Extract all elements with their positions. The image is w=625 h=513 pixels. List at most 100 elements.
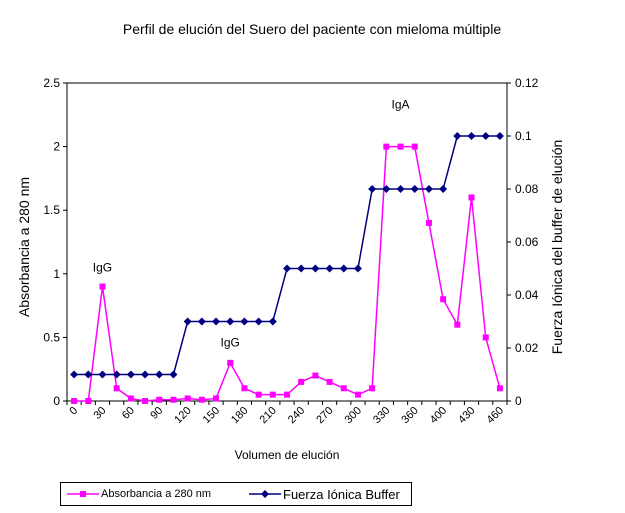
data-point xyxy=(311,264,320,273)
left-tick-label: 1 xyxy=(53,267,60,281)
data-point xyxy=(268,317,277,326)
x-tick-label: 180 xyxy=(229,405,250,426)
left-tick-label: 0 xyxy=(53,394,60,408)
data-point xyxy=(71,398,78,404)
data-point xyxy=(353,264,362,273)
data-point xyxy=(169,370,178,379)
data-point xyxy=(183,317,192,326)
x-tick-label: 0 xyxy=(67,405,80,418)
data-point xyxy=(382,185,391,193)
x-tick-label: 120 xyxy=(172,405,193,426)
series-line-0 xyxy=(74,145,501,402)
data-point xyxy=(226,317,235,326)
legend-swatch-absorbancia xyxy=(67,491,99,497)
right-tick-label: 0.06 xyxy=(515,235,539,249)
data-point xyxy=(198,396,205,403)
data-point xyxy=(439,185,448,193)
data-point xyxy=(98,370,107,379)
x-tick-label: 270 xyxy=(314,405,335,426)
left-tick-label: 2.5 xyxy=(43,76,60,90)
data-point xyxy=(254,317,263,326)
right-tick-label: 0.08 xyxy=(515,182,539,196)
left-tick-label: 0.5 xyxy=(43,330,60,344)
data-point xyxy=(85,398,92,404)
data-point xyxy=(454,321,461,328)
x-axis-ticks: 0 30 60 90 120 150 180 210 240 270 300 330 360 400 430… xyxy=(66,401,508,426)
data-point xyxy=(298,378,305,385)
annotation-label: IgG xyxy=(93,260,112,274)
series-layer xyxy=(70,132,504,404)
data-point xyxy=(269,391,276,398)
right-tick-label: 0 xyxy=(515,394,522,408)
right-tick-label: 0.02 xyxy=(515,341,539,355)
data-point xyxy=(141,370,150,379)
x-tick-label: 430 xyxy=(456,405,477,426)
legend-item-absorbancia: Absorbancia a 280 nm xyxy=(65,486,211,502)
right-axis-label: Fuerza Iónica del buffer de elución xyxy=(549,140,565,355)
x-tick-label: 330 xyxy=(371,405,392,426)
data-point xyxy=(424,185,433,193)
data-point xyxy=(468,194,475,201)
data-point xyxy=(440,296,447,303)
data-point xyxy=(354,391,361,398)
data-point xyxy=(326,378,333,385)
left-tick-label: 1.5 xyxy=(43,203,60,217)
data-point xyxy=(369,385,376,392)
data-point xyxy=(411,143,418,150)
data-point xyxy=(84,370,93,379)
x-tick-label: 360 xyxy=(399,405,420,426)
data-point xyxy=(297,264,306,273)
series-line-1 xyxy=(74,135,500,376)
data-point xyxy=(240,317,249,326)
data-point xyxy=(368,185,377,193)
data-point xyxy=(425,219,432,226)
legend-label-absorbancia: Absorbancia a 280 nm xyxy=(101,488,212,500)
data-point xyxy=(283,264,291,273)
annotation-label: IgG xyxy=(221,335,240,349)
data-point xyxy=(495,132,504,140)
legend-item-fuerza: Fuerza Iónica Buffer xyxy=(247,486,400,502)
data-point xyxy=(184,395,191,402)
data-point xyxy=(197,317,206,326)
right-tick-label: 0.1 xyxy=(515,129,532,143)
data-point xyxy=(410,185,419,193)
x-tick-label: 300 xyxy=(343,405,364,426)
data-point xyxy=(339,264,348,273)
annotation-layer: IgG IgG IgA xyxy=(93,97,410,349)
data-point xyxy=(255,391,262,398)
x-tick-label: 150 xyxy=(201,405,222,426)
plot-area xyxy=(66,82,508,402)
data-point xyxy=(212,317,221,326)
data-point xyxy=(467,132,476,140)
data-point xyxy=(340,385,347,392)
legend-swatch-fuerza xyxy=(249,490,281,498)
data-point xyxy=(325,264,334,273)
series-1 xyxy=(70,132,504,379)
x-tick-label: 90 xyxy=(148,405,165,422)
data-point xyxy=(284,391,290,398)
data-point xyxy=(312,372,319,379)
data-point xyxy=(127,395,134,402)
left-tick-label: 2 xyxy=(53,140,60,154)
right-tick-label: 0.12 xyxy=(515,76,539,90)
data-point xyxy=(70,370,79,379)
data-point xyxy=(482,334,489,341)
x-tick-label: 460 xyxy=(485,405,506,426)
data-point xyxy=(99,283,106,290)
data-point xyxy=(155,370,164,379)
x-tick-label: 60 xyxy=(120,405,137,422)
data-point xyxy=(481,132,490,140)
plot-border xyxy=(66,82,508,402)
chart-title: Perfil de elución del Suero del paciente… xyxy=(123,21,501,37)
x-axis-label: Volumen de elución xyxy=(235,448,340,462)
data-point xyxy=(496,385,503,392)
x-tick-label: 30 xyxy=(91,405,108,422)
series-0 xyxy=(71,143,503,404)
data-point xyxy=(383,143,390,150)
data-point xyxy=(397,143,404,150)
left-axis-label: Absorbancia a 280 nm xyxy=(16,177,32,317)
data-point xyxy=(113,385,120,392)
x-tick-label: 240 xyxy=(286,405,307,426)
x-tick-label: 210 xyxy=(257,405,278,426)
